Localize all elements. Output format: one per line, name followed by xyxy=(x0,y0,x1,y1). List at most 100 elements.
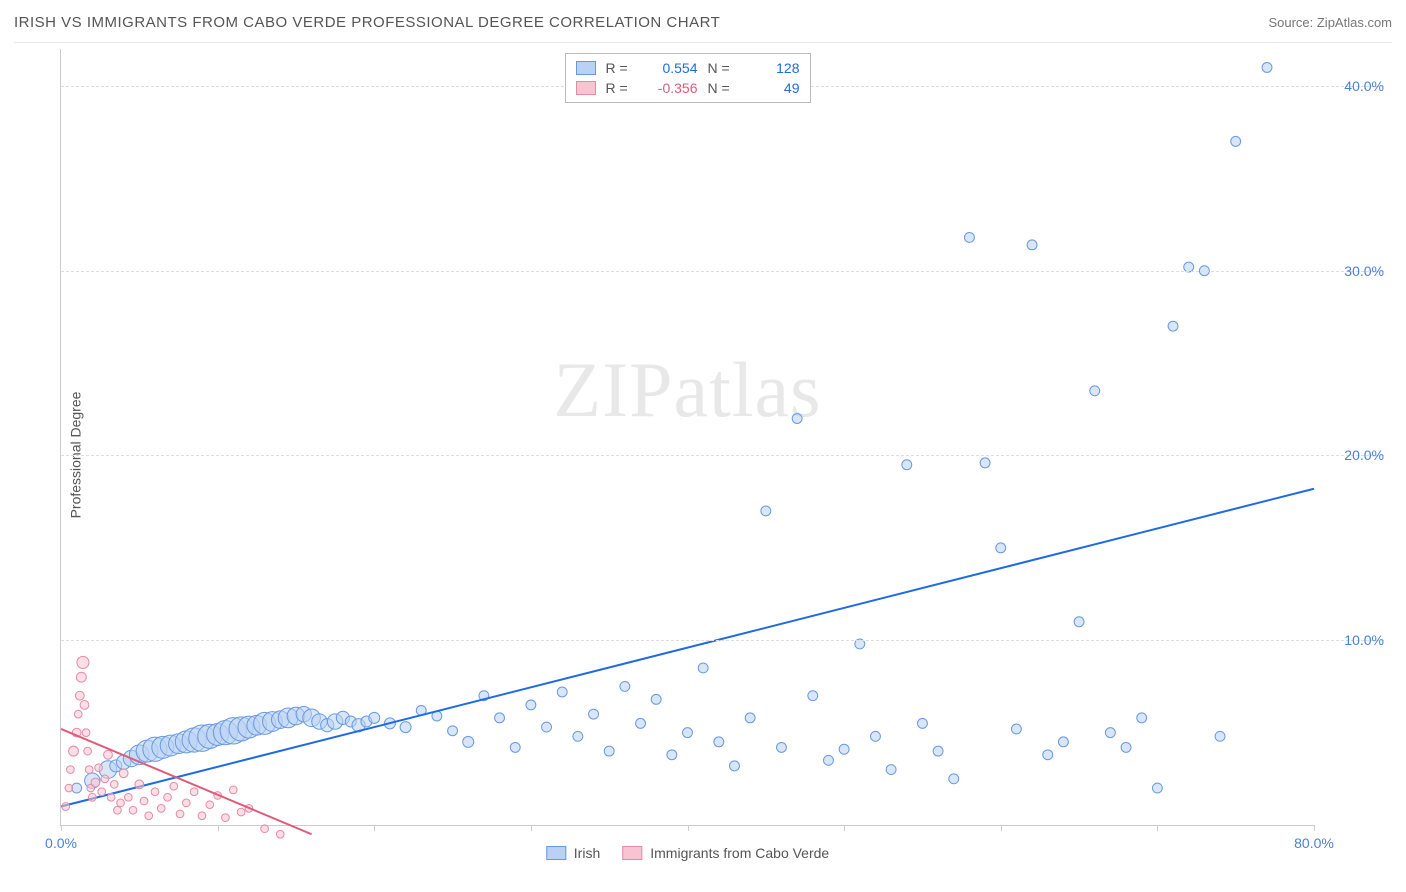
data-point xyxy=(808,691,818,701)
data-point xyxy=(261,825,269,833)
data-point xyxy=(182,799,190,807)
legend-series: Irish Immigrants from Cabo Verde xyxy=(546,845,829,861)
data-point xyxy=(82,729,90,737)
legend-series-item: Immigrants from Cabo Verde xyxy=(622,845,829,861)
data-point xyxy=(792,414,802,424)
data-point xyxy=(76,672,86,682)
data-point xyxy=(114,806,122,814)
data-point xyxy=(222,814,230,822)
legend-swatch xyxy=(576,61,596,75)
data-point xyxy=(77,656,89,668)
data-point xyxy=(1121,742,1131,752)
data-point xyxy=(69,746,79,756)
data-point xyxy=(683,728,693,738)
legend-series-label: Immigrants from Cabo Verde xyxy=(650,845,829,861)
data-point xyxy=(949,774,959,784)
y-tick-label: 40.0% xyxy=(1324,78,1384,94)
data-point xyxy=(135,780,144,789)
data-point xyxy=(62,803,70,811)
data-point xyxy=(996,543,1006,553)
data-point xyxy=(237,808,245,816)
data-point xyxy=(91,778,100,787)
y-tick-label: 20.0% xyxy=(1324,447,1384,463)
legend-r-label: R = xyxy=(606,80,636,96)
legend-row: R =-0.356N =49 xyxy=(576,78,800,98)
data-point xyxy=(745,713,755,723)
data-point xyxy=(510,742,520,752)
data-point xyxy=(164,793,172,801)
data-point xyxy=(1168,321,1178,331)
x-tick-mark xyxy=(1157,825,1158,831)
data-point xyxy=(98,788,106,796)
data-point xyxy=(198,812,206,820)
data-point xyxy=(276,830,284,838)
legend-r-value: 0.554 xyxy=(646,60,698,76)
data-point xyxy=(1058,737,1068,747)
data-point xyxy=(824,755,834,765)
x-tick-mark xyxy=(531,825,532,831)
data-point xyxy=(151,788,159,796)
gridline-h xyxy=(61,640,1384,641)
data-point xyxy=(176,810,184,818)
data-point xyxy=(140,797,148,805)
data-point xyxy=(886,765,896,775)
data-point xyxy=(1027,240,1037,250)
data-point xyxy=(101,775,109,783)
x-tick-mark xyxy=(1314,825,1315,831)
data-point xyxy=(1043,750,1053,760)
legend-n-value: 128 xyxy=(748,60,800,76)
data-point xyxy=(104,750,113,759)
data-point xyxy=(761,506,771,516)
data-point xyxy=(463,736,474,747)
data-point xyxy=(839,744,849,754)
gridline-h xyxy=(61,271,1384,272)
legend-r-value: -0.356 xyxy=(646,80,698,96)
y-tick-label: 10.0% xyxy=(1324,632,1384,648)
legend-swatch xyxy=(622,846,642,860)
data-point xyxy=(1011,724,1021,734)
x-tick-label: 80.0% xyxy=(1294,835,1334,851)
x-tick-mark xyxy=(1001,825,1002,831)
data-point xyxy=(117,799,125,807)
data-point xyxy=(80,701,89,710)
data-point xyxy=(67,766,75,774)
data-point xyxy=(65,784,73,792)
x-tick-mark xyxy=(844,825,845,831)
data-point xyxy=(124,793,132,801)
data-point xyxy=(190,788,198,796)
header: IRISH VS IMMIGRANTS FROM CABO VERDE PROF… xyxy=(14,8,1392,36)
legend-n-label: N = xyxy=(708,80,738,96)
legend-series-item: Irish xyxy=(546,845,600,861)
data-point xyxy=(84,747,92,755)
plot-area: ZIPatlas R =0.554N =128R =-0.356N =49 Ir… xyxy=(60,49,1314,826)
data-point xyxy=(1262,63,1272,73)
data-point xyxy=(902,460,912,470)
data-point xyxy=(1105,728,1115,738)
legend-n-label: N = xyxy=(708,60,738,76)
data-point xyxy=(667,750,677,760)
data-point xyxy=(1152,783,1162,793)
data-point xyxy=(495,713,505,723)
data-point xyxy=(636,718,646,728)
data-point xyxy=(1231,136,1241,146)
gridline-h xyxy=(61,455,1384,456)
data-point xyxy=(964,233,974,243)
chart-svg xyxy=(61,49,1314,825)
data-point xyxy=(369,712,380,723)
data-point xyxy=(871,731,881,741)
legend-r-label: R = xyxy=(606,60,636,76)
data-point xyxy=(129,806,137,814)
data-point xyxy=(1090,386,1100,396)
x-tick-mark xyxy=(218,825,219,831)
data-point xyxy=(980,458,990,468)
data-point xyxy=(651,694,661,704)
data-point xyxy=(110,781,118,789)
data-point xyxy=(95,764,103,772)
chart-title: IRISH VS IMMIGRANTS FROM CABO VERDE PROF… xyxy=(14,14,720,31)
data-point xyxy=(573,731,583,741)
data-point xyxy=(85,766,93,774)
plot-container: Professional Degree ZIPatlas R =0.554N =… xyxy=(14,42,1392,866)
data-point xyxy=(917,718,927,728)
data-point xyxy=(620,681,630,691)
x-tick-mark xyxy=(374,825,375,831)
